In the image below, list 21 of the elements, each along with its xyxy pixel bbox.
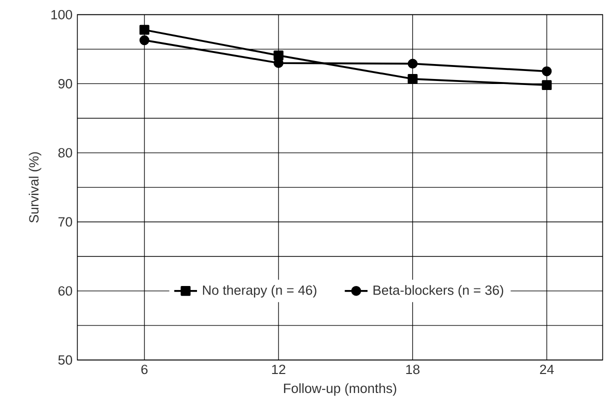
x-axis-title: Follow-up (months) [284,383,396,396]
x-tick-label: 18 [406,364,420,374]
legend-label: Beta-blockers (n = 36) [374,285,504,298]
y-tick-label: 50 [58,355,72,365]
y-tick-label: 70 [58,217,72,227]
point [139,24,150,35]
point [542,66,552,76]
x-tick-label: 6 [141,364,148,374]
x-tick-label: 24 [540,364,554,374]
point [274,50,284,60]
y-tick-label: 60 [58,286,72,296]
y-tick-label: 90 [58,79,72,88]
point [139,35,150,46]
y-tick-label: 100 [51,10,72,20]
point [408,58,418,69]
y-tick-label: 80 [58,148,72,158]
point [542,80,552,90]
legend-label: No therapy (n = 46) [203,285,316,298]
y-axis-title: Survival (%) [28,152,42,223]
x-tick-label: 12 [272,364,286,374]
point [408,74,418,84]
